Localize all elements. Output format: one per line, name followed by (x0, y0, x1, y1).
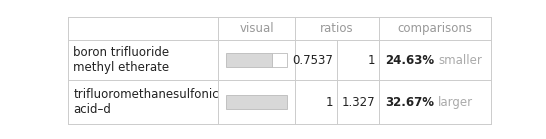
Text: comparisons: comparisons (398, 22, 473, 35)
Bar (226, 53, 272, 67)
Text: boron trifluoride
methyl etherate: boron trifluoride methyl etherate (73, 46, 169, 74)
Text: 0.7537: 0.7537 (292, 54, 333, 67)
Text: smaller: smaller (438, 54, 482, 67)
Text: 32.67%: 32.67% (385, 95, 435, 109)
Text: trifluoromethanesulfonic
acid–d: trifluoromethanesulfonic acid–d (73, 88, 219, 116)
Bar (226, 95, 287, 109)
Text: larger: larger (438, 95, 473, 109)
Text: 1: 1 (367, 54, 375, 67)
Text: visual: visual (239, 22, 274, 35)
Text: 1: 1 (325, 95, 333, 109)
Text: 1.327: 1.327 (341, 95, 375, 109)
Text: 24.63%: 24.63% (385, 54, 435, 67)
Bar (272, 53, 287, 67)
Text: ratios: ratios (320, 22, 354, 35)
